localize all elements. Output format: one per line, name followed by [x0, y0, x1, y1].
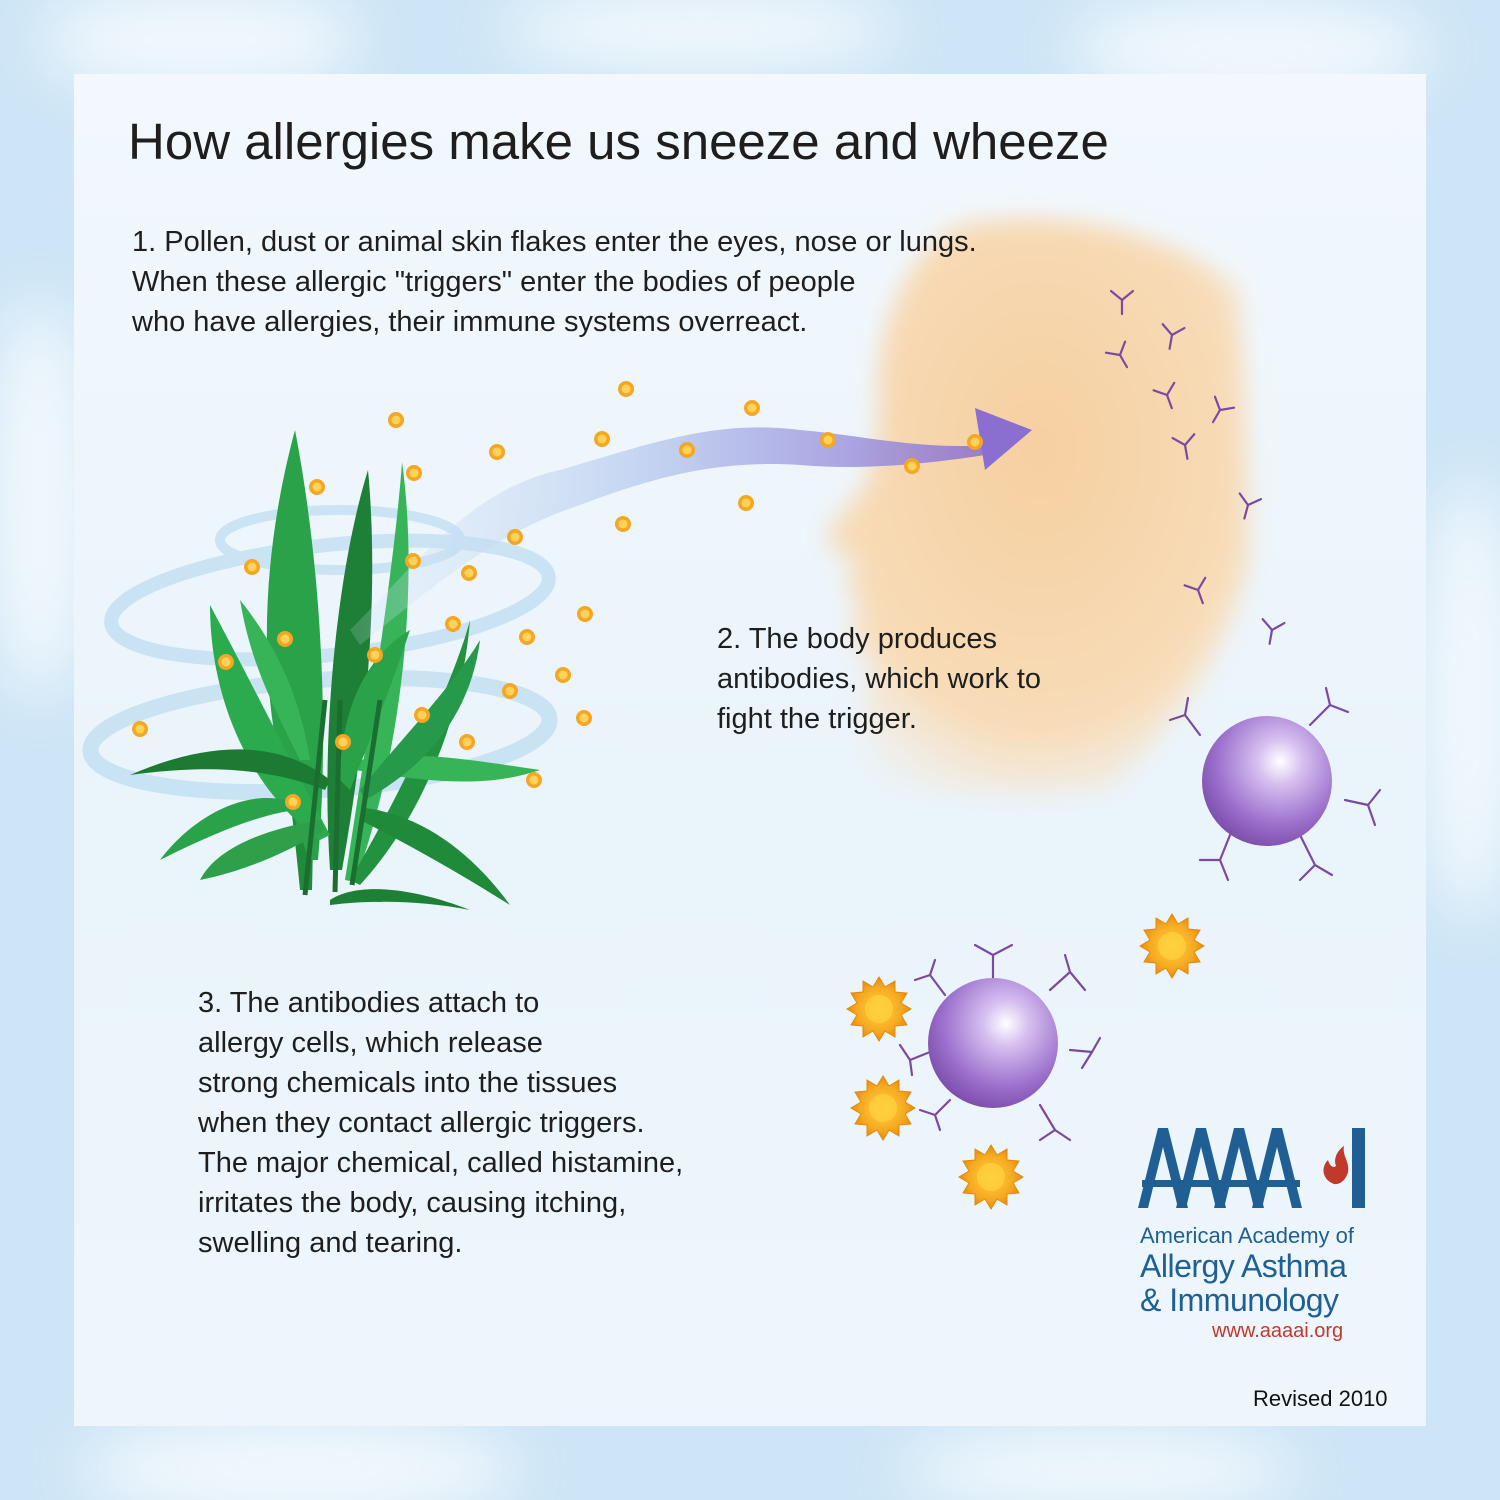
plant-icon	[130, 430, 540, 910]
step-3-line: strong chemicals into the tissues	[198, 1067, 618, 1099]
head-silhouette	[826, 218, 1250, 795]
allergy-cell-top	[1168, 686, 1382, 882]
logo-name-line-1: American Academy of	[1140, 1223, 1354, 1248]
page-title: How allergies make us sneeze and wheeze	[128, 113, 1109, 170]
step-3-line: 3. The antibodies attach to	[198, 987, 540, 1019]
step-1-line: who have allergies, their immune systems…	[132, 306, 808, 338]
logo-name-line-2: Allergy Asthma	[1140, 1248, 1347, 1284]
allergy-cell-bottom	[898, 943, 1102, 1142]
step-3-line: swelling and tearing.	[198, 1227, 463, 1259]
revised-date: Revised 2010	[1253, 1386, 1388, 1411]
step-2-line: 2. The body produces	[717, 623, 997, 655]
step-2-line: antibodies, which work to	[717, 663, 1041, 695]
step-3-line: The major chemical, called histamine,	[198, 1147, 684, 1179]
airflow-arrow	[350, 408, 1032, 645]
step-1-line: When these allergic "triggers" enter the…	[132, 266, 856, 298]
aaaai-logo	[1138, 1128, 1365, 1208]
logo-url-link[interactable]: www.aaaai.org	[1212, 1320, 1344, 1342]
logo-name-line-3: & Immunology	[1140, 1282, 1339, 1318]
step-2-text: 2. The body produces antibodies, which w…	[717, 619, 1117, 739]
step-3-line: allergy cells, which release	[198, 1027, 543, 1059]
step-3-text: 3. The antibodies attach to allergy cell…	[198, 983, 778, 1263]
step-3-line: when they contact allergic triggers.	[198, 1107, 645, 1139]
step-3-line: irritates the body, causing itching,	[198, 1187, 627, 1219]
step-1-line: 1. Pollen, dust or animal skin flakes en…	[132, 226, 977, 258]
step-2-line: fight the trigger.	[717, 703, 917, 735]
step-1-text: 1. Pollen, dust or animal skin flakes en…	[132, 222, 1132, 342]
